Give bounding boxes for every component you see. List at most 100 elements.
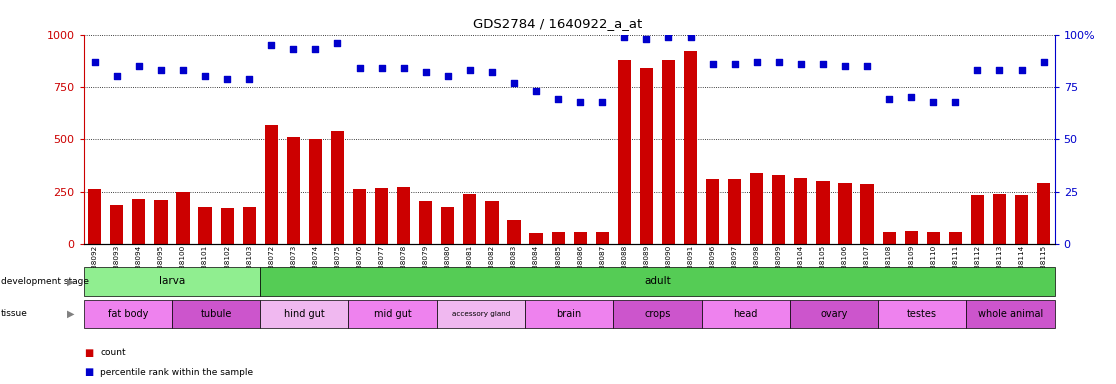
Bar bbox=[199, 207, 212, 244]
Bar bbox=[375, 189, 388, 244]
Bar bbox=[684, 51, 698, 244]
Bar bbox=[132, 199, 145, 244]
Point bbox=[594, 98, 612, 104]
Text: tubule: tubule bbox=[201, 309, 232, 319]
Bar bbox=[110, 205, 124, 244]
Point bbox=[770, 59, 788, 65]
Bar bbox=[353, 189, 366, 244]
Point bbox=[704, 61, 722, 67]
Text: ovary: ovary bbox=[820, 309, 848, 319]
Point bbox=[946, 98, 964, 104]
Text: fat body: fat body bbox=[107, 309, 148, 319]
Text: larva: larva bbox=[158, 276, 185, 286]
Text: accessory gland: accessory gland bbox=[452, 311, 510, 317]
Point bbox=[108, 73, 126, 79]
Point bbox=[285, 46, 302, 52]
Text: mid gut: mid gut bbox=[374, 309, 412, 319]
Point bbox=[483, 69, 501, 75]
Text: head: head bbox=[733, 309, 758, 319]
Text: ▶: ▶ bbox=[67, 276, 74, 286]
Bar bbox=[88, 189, 102, 244]
Point bbox=[86, 59, 104, 65]
Text: adult: adult bbox=[644, 276, 671, 286]
Bar bbox=[617, 60, 631, 244]
Bar bbox=[1014, 195, 1028, 244]
Bar bbox=[816, 181, 829, 244]
Point bbox=[506, 79, 523, 86]
Bar bbox=[860, 184, 874, 244]
Point bbox=[881, 96, 898, 103]
Bar bbox=[441, 207, 454, 244]
Bar bbox=[309, 139, 323, 244]
Bar bbox=[772, 175, 786, 244]
Point bbox=[527, 88, 545, 94]
Point bbox=[637, 36, 655, 42]
Text: brain: brain bbox=[557, 309, 581, 319]
Point bbox=[858, 63, 876, 69]
Point bbox=[439, 73, 456, 79]
Point bbox=[461, 67, 479, 73]
Text: GDS2784 / 1640922_a_at: GDS2784 / 1640922_a_at bbox=[473, 17, 643, 30]
Point bbox=[615, 33, 633, 40]
Bar bbox=[883, 232, 896, 244]
Point bbox=[814, 61, 831, 67]
Point bbox=[416, 69, 434, 75]
Point bbox=[902, 94, 920, 101]
Text: percentile rank within the sample: percentile rank within the sample bbox=[100, 368, 253, 377]
Point bbox=[991, 67, 1009, 73]
Point bbox=[395, 65, 413, 71]
Point bbox=[129, 63, 147, 69]
Point bbox=[924, 98, 942, 104]
Bar bbox=[971, 195, 984, 244]
Bar bbox=[529, 233, 542, 244]
Text: count: count bbox=[100, 348, 126, 357]
Bar bbox=[463, 194, 477, 244]
Bar bbox=[596, 232, 609, 244]
Point bbox=[836, 63, 854, 69]
Point bbox=[350, 65, 368, 71]
Bar bbox=[993, 194, 1007, 244]
Text: testes: testes bbox=[907, 309, 937, 319]
Point bbox=[196, 73, 214, 79]
Bar bbox=[795, 178, 808, 244]
Text: ■: ■ bbox=[84, 367, 93, 377]
Point bbox=[174, 67, 192, 73]
Bar bbox=[949, 232, 962, 244]
Text: ▶: ▶ bbox=[67, 309, 74, 319]
Text: crops: crops bbox=[644, 309, 671, 319]
Bar bbox=[750, 173, 763, 244]
Bar bbox=[574, 232, 587, 244]
Bar bbox=[154, 200, 167, 244]
Bar bbox=[287, 137, 300, 244]
Point bbox=[571, 98, 589, 104]
Bar bbox=[728, 179, 741, 244]
Bar bbox=[905, 231, 917, 244]
Bar bbox=[639, 68, 653, 244]
Point bbox=[748, 59, 766, 65]
Bar bbox=[264, 124, 278, 244]
Bar bbox=[706, 179, 719, 244]
Text: hind gut: hind gut bbox=[283, 309, 325, 319]
Point bbox=[307, 46, 325, 52]
Bar bbox=[926, 232, 940, 244]
Point bbox=[328, 40, 346, 46]
Point bbox=[549, 96, 567, 103]
Text: whole animal: whole animal bbox=[978, 309, 1043, 319]
Point bbox=[152, 67, 170, 73]
Bar bbox=[221, 208, 233, 244]
Point bbox=[725, 61, 743, 67]
Bar bbox=[330, 131, 344, 244]
Point bbox=[262, 42, 280, 48]
Bar bbox=[420, 201, 432, 244]
Bar bbox=[508, 220, 520, 244]
Bar bbox=[551, 232, 565, 244]
Text: ■: ■ bbox=[84, 348, 93, 358]
Point bbox=[792, 61, 810, 67]
Point bbox=[373, 65, 391, 71]
Text: development stage: development stage bbox=[1, 277, 89, 286]
Point bbox=[1035, 59, 1052, 65]
Bar bbox=[397, 187, 411, 244]
Point bbox=[660, 33, 677, 40]
Bar bbox=[485, 201, 499, 244]
Point bbox=[682, 33, 700, 40]
